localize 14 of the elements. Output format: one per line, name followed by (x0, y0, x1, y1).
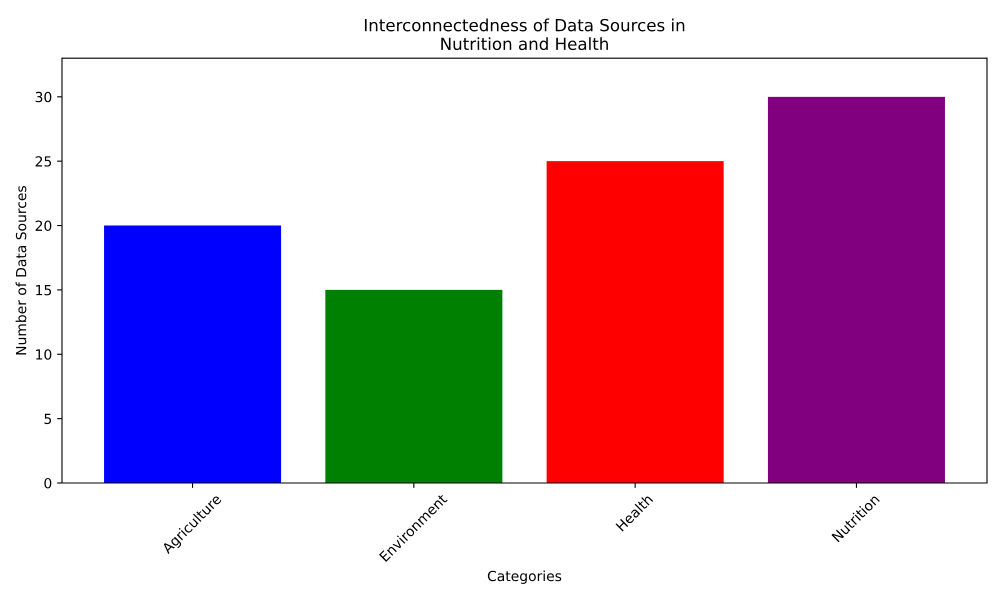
bar (325, 290, 502, 483)
y-tick-label: 25 (36, 156, 52, 167)
y-axis-title: Number of Data Sources (16, 186, 26, 354)
x-axis-title: Categories (488, 570, 562, 584)
y-tick-label: 15 (36, 285, 52, 296)
y-tick-label: 10 (36, 349, 52, 360)
y-tick-label: 20 (36, 220, 52, 232)
bar (546, 161, 724, 483)
y-tick-label: 5 (44, 414, 52, 424)
bar (104, 226, 282, 483)
chart-title: Interconnectedness of Data Sources in Nutrition and Health (364, 18, 684, 50)
bar (768, 96, 945, 483)
y-tick-label: 30 (36, 92, 52, 102)
y-tick-label: 0 (44, 478, 52, 488)
